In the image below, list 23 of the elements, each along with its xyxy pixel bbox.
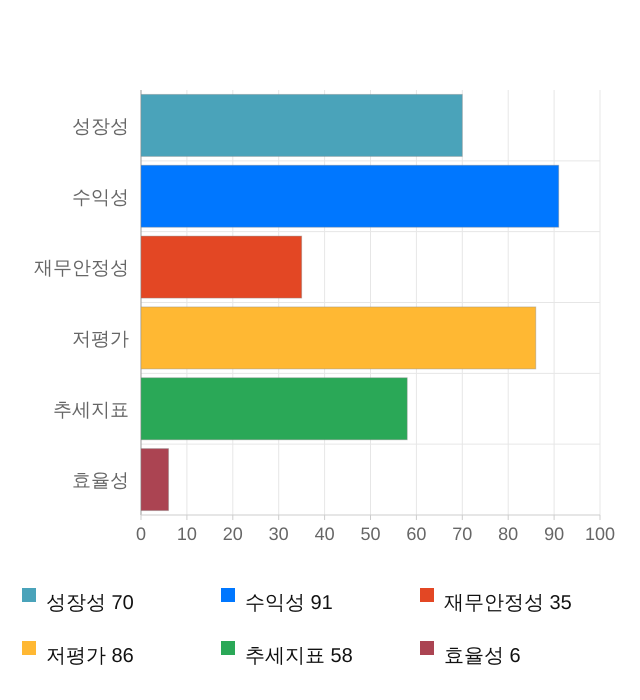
x-tick-label: 40 — [314, 524, 335, 544]
y-tick-label: 효율성 — [72, 470, 129, 492]
legend-label: 효율성 6 — [444, 645, 521, 667]
y-tick-label: 수익성 — [72, 187, 129, 208]
x-tick-label: 60 — [406, 524, 426, 544]
x-tick-label: 80 — [498, 524, 518, 544]
y-tick-label: 추세지표 — [53, 400, 129, 421]
x-tick-label: 20 — [222, 524, 243, 544]
legend-label: 저평가 86 — [46, 645, 134, 667]
x-tick-label: 10 — [176, 524, 197, 544]
y-tick-label: 성장성 — [72, 116, 129, 138]
y-tick-label: 저평가 — [72, 328, 129, 350]
legend-label: 추세지표 58 — [245, 645, 353, 667]
legend-label: 재무안정성 35 — [444, 592, 572, 614]
x-tick-label: 30 — [268, 524, 289, 544]
y-tick-label: 재무안정성 — [34, 258, 129, 280]
x-tick-label: 90 — [544, 524, 564, 544]
x-tick-label: 50 — [360, 524, 381, 544]
legend-label: 성장성 70 — [46, 592, 134, 614]
legend-label: 수익성 91 — [245, 592, 333, 614]
x-tick-label: 70 — [452, 524, 472, 544]
x-tick-label: 100 — [584, 524, 616, 544]
x-tick-label: 0 — [136, 524, 146, 544]
